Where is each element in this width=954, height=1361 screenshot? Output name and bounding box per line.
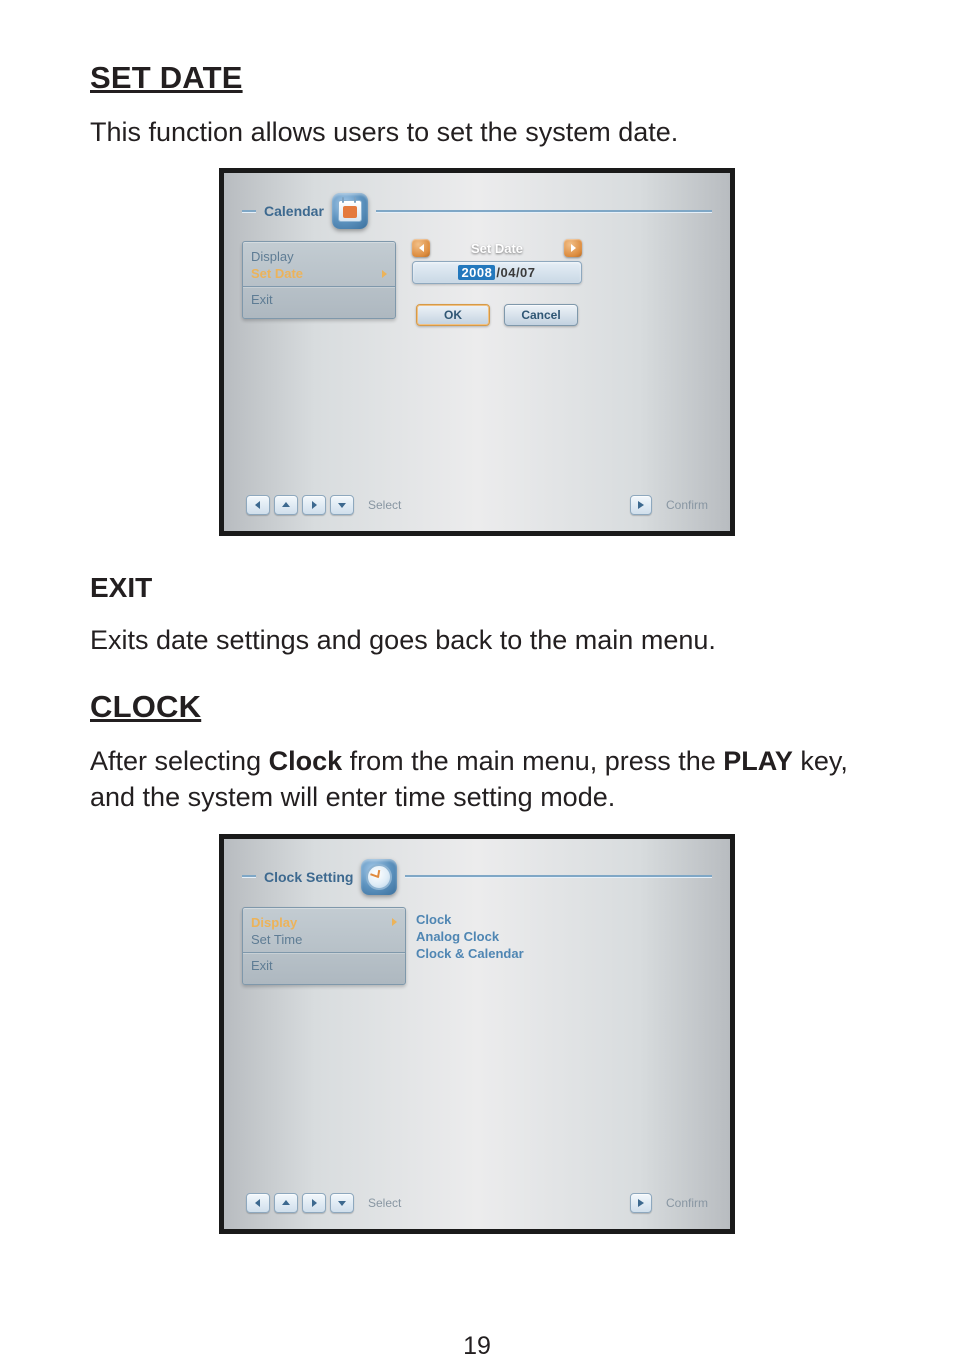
set-date-description: This function allows users to set the sy… — [90, 114, 864, 150]
dpad-icons — [246, 1193, 354, 1213]
dpad-up-icon — [274, 495, 298, 515]
exit-description: Exits date settings and goes back to the… — [90, 622, 864, 658]
calendar-icon — [332, 193, 368, 229]
dpad-up-icon — [274, 1193, 298, 1213]
confirm-label: Confirm — [666, 1196, 708, 1210]
clock-options: Clock Analog Clock Clock & Calendar — [416, 907, 712, 962]
ok-button[interactable]: OK — [416, 304, 490, 326]
menu-item-display[interactable]: Display — [251, 248, 387, 265]
heading-clock: CLOCK — [90, 689, 864, 725]
set-date-dialog: Set Date 2008/04/07 OK Cancel — [412, 239, 582, 326]
calendar-device-frame: Calendar Display Set Date Exit — [219, 168, 735, 536]
dpad-left-icon — [246, 1193, 270, 1213]
clock-screenshot: Clock Setting Display Set Time Exit — [90, 834, 864, 1234]
menu-item-label: Display — [251, 915, 297, 930]
heading-exit: EXIT — [90, 572, 864, 604]
cancel-button[interactable]: Cancel — [504, 304, 578, 326]
menu-item-set-date[interactable]: Set Date — [251, 265, 387, 282]
dialog-title: Set Date — [436, 241, 558, 256]
confirm-label: Confirm — [666, 498, 708, 512]
menu-item-label: Set Time — [251, 932, 302, 947]
date-input[interactable]: 2008/04/07 — [412, 261, 582, 284]
clock-device-frame: Clock Setting Display Set Time Exit — [219, 834, 735, 1234]
calendar-title: Calendar — [264, 203, 324, 219]
play-icon — [630, 495, 652, 515]
date-rest: /04/07 — [496, 265, 535, 280]
menu-item-label: Exit — [251, 292, 273, 307]
option-clock-calendar[interactable]: Clock & Calendar — [416, 945, 712, 962]
calendar-side-menu: Display Set Date Exit — [242, 241, 396, 319]
dialog-prev-button[interactable] — [412, 239, 430, 257]
menu-item-exit[interactable]: Exit — [251, 291, 387, 308]
calendar-title-row: Calendar — [242, 193, 712, 229]
menu-item-label: Exit — [251, 958, 273, 973]
menu-item-exit[interactable]: Exit — [251, 957, 397, 974]
clock-title: Clock Setting — [264, 869, 353, 885]
clock-description: After selecting Clock from the main menu… — [90, 743, 864, 816]
calendar-screenshot: Calendar Display Set Date Exit — [90, 168, 864, 536]
play-icon — [630, 1193, 652, 1213]
option-analog-clock[interactable]: Analog Clock — [416, 928, 712, 945]
calendar-bottom-bar: Select Confirm — [242, 495, 712, 517]
dpad-icons — [246, 495, 354, 515]
clock-title-row: Clock Setting — [242, 859, 712, 895]
menu-item-display[interactable]: Display — [251, 914, 397, 931]
dialog-next-button[interactable] — [564, 239, 582, 257]
clock-icon — [361, 859, 397, 895]
dpad-left-icon — [246, 495, 270, 515]
dpad-down-icon — [330, 1193, 354, 1213]
select-label: Select — [368, 498, 401, 512]
clock-bottom-bar: Select Confirm — [242, 1193, 712, 1215]
page-number: 19 — [90, 1332, 864, 1361]
clock-side-menu: Display Set Time Exit — [242, 907, 406, 985]
menu-item-set-time[interactable]: Set Time — [251, 931, 397, 948]
dpad-down-icon — [330, 495, 354, 515]
option-clock[interactable]: Clock — [416, 911, 712, 928]
date-year-selected: 2008 — [458, 265, 495, 280]
menu-item-label: Display — [251, 249, 294, 264]
dpad-right-icon — [302, 495, 326, 515]
menu-item-label: Set Date — [251, 266, 303, 281]
dpad-right-icon — [302, 1193, 326, 1213]
select-label: Select — [368, 1196, 401, 1210]
heading-set-date: SET DATE — [90, 60, 864, 96]
